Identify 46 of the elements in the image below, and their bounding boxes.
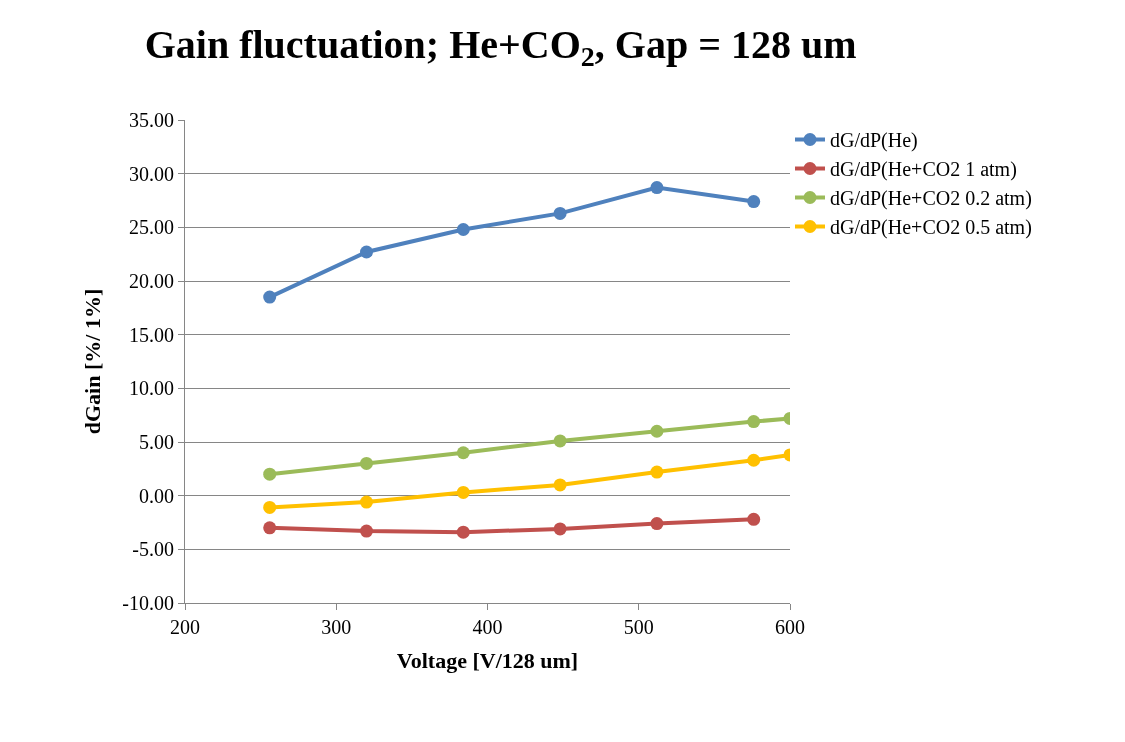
point (360, 456, 373, 470)
y-tick-label: -5.00 (132, 538, 174, 561)
y-tick-label: 35.00 (129, 109, 174, 131)
point (456, 485, 470, 499)
point (456, 525, 470, 539)
point (263, 521, 277, 535)
x-axis-title: Voltage [V/128 um] (396, 647, 579, 673)
point (650, 181, 664, 195)
point (650, 465, 664, 479)
y-tick-label: 10.00 (129, 377, 174, 400)
point (263, 467, 277, 481)
y-tick-label: -10.00 (122, 592, 174, 614)
y-tick-label: 0.00 (139, 484, 174, 507)
point (553, 434, 567, 448)
point (456, 446, 470, 460)
point (650, 517, 664, 531)
y-tick-label: 30.00 (129, 162, 174, 185)
point (263, 290, 277, 304)
point (650, 424, 664, 438)
point (553, 206, 567, 220)
legend-label: dG/dP(He+CO2 0.2 atm) (830, 187, 1032, 211)
point (747, 195, 761, 209)
point (456, 222, 470, 236)
y-tick-label: 20.00 (129, 270, 174, 292)
x-tick-label: 300 (321, 616, 352, 638)
y-tick-label: 5.00 (139, 431, 174, 453)
y-tick-label: 15.00 (129, 323, 174, 346)
point (360, 524, 373, 538)
point (263, 500, 277, 514)
x-tick-label: 200 (170, 616, 200, 638)
point (747, 453, 761, 467)
legend-label: dG/dP(He+CO2 0.5 atm) (830, 216, 1032, 240)
chart-title: Gain fluctuation; He+CO$_{2}$, Gap = 128 um (144, 21, 857, 73)
legend-label: dG/dP(He) (830, 129, 918, 153)
legend-label: dG/dP(He+CO2 1 atm) (830, 158, 1017, 182)
y-axis-title: dGain [%/ 1%] (80, 288, 106, 435)
point (360, 245, 373, 259)
point (553, 522, 567, 536)
x-tick-label: 400 (472, 616, 503, 638)
point (747, 512, 761, 526)
x-tick-label: 500 (623, 616, 654, 638)
point (360, 495, 373, 509)
y-tick-label: 25.00 (129, 216, 174, 239)
x-tick-label: 600 (775, 616, 805, 638)
point (553, 478, 567, 492)
point (747, 415, 761, 429)
